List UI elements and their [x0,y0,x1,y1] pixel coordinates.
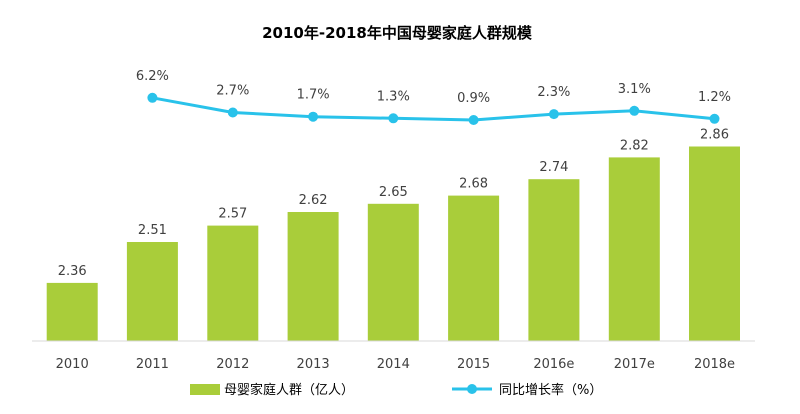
x-tick-2015: 2015 [457,357,490,372]
bar-2011 [126,242,178,341]
legend: 母婴家庭人群（亿人） 同比增长率（%） [190,382,602,398]
rate-point-2017e [629,105,640,116]
rate-label-2017e: 3.1% [618,82,651,97]
legend-bar-swatch [190,384,220,395]
bar-2012 [207,225,259,341]
rate-label-2012: 2.7% [216,84,249,99]
rate-label-2015: 0.9% [457,91,490,106]
legend-line-label: 同比增长率（%） [499,382,602,398]
bar-label-2014: 2.65 [379,185,408,200]
rate-label-2011: 6.2% [136,69,169,84]
rate-point-2011 [147,92,158,103]
rate-point-2014 [388,113,399,124]
legend-bar-label: 母婴家庭人群（亿人） [224,382,354,398]
bar-2018e [689,146,740,341]
bar-labels: 2.36 2.51 2.57 2.62 2.65 2.68 2.74 2.82 2.86 [58,128,729,279]
rate-label-2014: 1.3% [377,89,410,104]
x-tick-2016e: 2016e [533,357,574,372]
x-tick-labels: 2010 2011 2012 2013 2014 2015 2016e 2017e 2018e [56,357,735,372]
growth-rate-line [152,96,715,122]
x-tick-2010: 2010 [56,357,89,372]
bar-label-2016e: 2.74 [539,160,568,175]
bar-2010 [46,282,98,341]
bar-series [46,146,740,341]
bar-label-2018e: 2.86 [700,128,729,143]
bar-2016e [528,179,580,341]
bar-2014 [367,203,419,341]
x-tick-2012: 2012 [216,357,249,372]
rate-label-2013: 1.7% [297,88,330,103]
x-tick-2018e: 2018e [694,357,735,372]
legend-line-marker [467,384,477,394]
bar-label-2017e: 2.82 [620,138,649,153]
x-tick-2011: 2011 [136,357,169,372]
growth-rate-points [147,92,720,125]
rate-point-2018e [709,113,720,124]
growth-rate-labels: 6.2% 2.7% 1.7% 1.3% 0.9% 2.3% 3.1% 1.2% [136,69,731,106]
bar-label-2010: 2.36 [58,264,87,279]
bar-2013 [287,212,339,341]
bar-label-2012: 2.57 [218,207,247,222]
rate-label-2016e: 2.3% [537,85,570,100]
rate-point-2013 [308,111,319,122]
rate-point-2012 [227,107,238,118]
bar-label-2015: 2.68 [459,177,488,192]
x-tick-2017e: 2017e [614,357,655,372]
rate-point-2015 [468,115,479,125]
bar-2017e [608,157,660,341]
chart-title: 2010年-2018年中国母婴家庭人群规模 [262,24,533,42]
rate-label-2018e: 1.2% [698,90,731,105]
bar-label-2013: 2.62 [299,193,328,208]
bar-2015 [448,195,500,341]
x-tick-2013: 2013 [297,357,330,372]
rate-point-2016e [548,109,559,120]
bar-label-2011: 2.51 [138,223,167,238]
x-tick-2014: 2014 [377,357,410,372]
